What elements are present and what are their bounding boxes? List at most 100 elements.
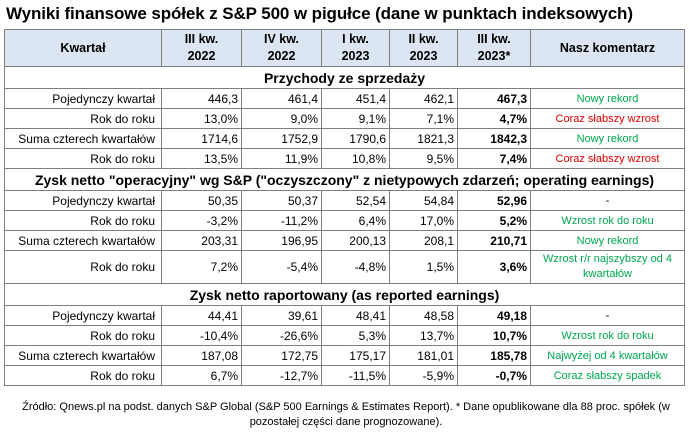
table-row: Pojedynczy kwartał 44,41 39,61 48,41 48,58 49… (4, 305, 685, 326)
value-cell: 7,2% (161, 250, 242, 284)
value-cell: 44,41 (161, 305, 242, 326)
section-header-row: Przychody ze sprzedaży (4, 66, 685, 89)
header-q4: II kw. 2023 (389, 29, 458, 67)
table-row: Rok do roku 13,5% 11,9% 10,8% 9,5% 7,4% Coraz … (4, 148, 685, 169)
value-cell: 1790,6 (321, 128, 390, 149)
comment-cell: Wzrost r/r najszybszy od 4 kwartałów (530, 250, 685, 284)
value-cell: 1842,3 (457, 128, 531, 149)
table-row: Suma czterech kwartałów 1714,6 1752,9 1790,… (4, 128, 685, 149)
table-row: Rok do roku -3,2% -11,2% 6,4% 17,0% 5,2% Wzros… (4, 210, 685, 231)
value-cell: 10,8% (321, 148, 390, 169)
row-label: Rok do roku (4, 325, 162, 346)
value-cell: 175,17 (321, 345, 390, 366)
value-cell: 17,0% (389, 210, 458, 231)
header-q3: I kw. 2023 (321, 29, 390, 67)
row-label: Rok do roku (4, 108, 162, 129)
value-cell: 52,54 (321, 190, 390, 211)
value-cell: 6,7% (161, 365, 242, 386)
comment-cell: Nowy rekord (530, 128, 685, 149)
row-label: Pojedynczy kwartał (4, 190, 162, 211)
table-row: Suma czterech kwartałów 187,08 172,75 175,1… (4, 345, 685, 366)
value-cell: 4,7% (457, 108, 531, 129)
value-cell: 9,1% (321, 108, 390, 129)
table-row: Rok do roku 7,2% -5,4% -4,8% 1,5% 3,6% Wzrost … (4, 250, 685, 284)
value-cell: 200,13 (321, 230, 390, 251)
value-cell: 1,5% (389, 250, 458, 284)
row-label: Rok do roku (4, 250, 162, 284)
value-cell: 185,78 (457, 345, 531, 366)
row-label: Suma czterech kwartałów (4, 128, 162, 149)
table-row: Rok do roku 6,7% -12,7% -11,5% -5,9% -0,7% Cor… (4, 365, 685, 386)
value-cell: 49,18 (457, 305, 531, 326)
comment-cell: Coraz słabszy wzrost (530, 148, 685, 169)
value-cell: -10,4% (161, 325, 242, 346)
value-cell: -0,7% (457, 365, 531, 386)
value-cell: 9,5% (389, 148, 458, 169)
value-cell: 7,1% (389, 108, 458, 129)
comment-cell: Najwyżej od 4 kwartałów (530, 345, 685, 366)
value-cell: 5,2% (457, 210, 531, 231)
section-header-row: Zysk netto raportowany (as reported earn… (4, 283, 685, 306)
row-label: Rok do roku (4, 148, 162, 169)
comment-cell: Nowy rekord (530, 88, 685, 109)
financial-results-table: Kwartał III kw. 2022 IV kw. 2022 I kw. 2023… (4, 29, 685, 386)
header-row: Kwartał III kw. 2022 IV kw. 2022 I kw. 2023… (4, 29, 685, 67)
row-label: Rok do roku (4, 210, 162, 231)
comment-cell: Wzrost rok do roku (530, 325, 685, 346)
footnote: Źródło: Qnews.pl na podst. danych S&P Gl… (22, 401, 670, 428)
value-cell: 181,01 (389, 345, 458, 366)
value-cell: 196,95 (241, 230, 322, 251)
value-cell: 172,75 (241, 345, 322, 366)
section-title: Przychody ze sprzedaży (4, 66, 685, 89)
header-q1: III kw. 2022 (161, 29, 242, 67)
table-row: Pojedynczy kwartał 50,35 50,37 52,54 54,84 52… (4, 190, 685, 211)
value-cell: 6,4% (321, 210, 390, 231)
value-cell: 13,0% (161, 108, 242, 129)
value-cell: -12,7% (241, 365, 322, 386)
value-cell: -5,9% (389, 365, 458, 386)
value-cell: 50,35 (161, 190, 242, 211)
value-cell: 461,4 (241, 88, 322, 109)
value-cell: 451,4 (321, 88, 390, 109)
row-label: Suma czterech kwartałów (4, 230, 162, 251)
value-cell: 446,3 (161, 88, 242, 109)
value-cell: -11,2% (241, 210, 322, 231)
value-cell: 11,9% (241, 148, 322, 169)
value-cell: 9,0% (241, 108, 322, 129)
comment-cell: Coraz słabszy wzrost (530, 108, 685, 129)
value-cell: 13,7% (389, 325, 458, 346)
value-cell: -26,6% (241, 325, 322, 346)
section-header-row: Zysk netto "operacyjny" wg S&P ("oczyszc… (4, 168, 685, 191)
section-title: Zysk netto "operacyjny" wg S&P ("oczyszc… (4, 168, 685, 191)
value-cell: 54,84 (389, 190, 458, 211)
value-cell: 187,08 (161, 345, 242, 366)
comment-cell: Coraz słabszy spadek (530, 365, 685, 386)
value-cell: -4,8% (321, 250, 390, 284)
value-cell: -11,5% (321, 365, 390, 386)
value-cell: 210,71 (457, 230, 531, 251)
header-q5: III kw. 2023* (457, 29, 531, 67)
value-cell: 13,5% (161, 148, 242, 169)
header-kwartal: Kwartał (4, 29, 162, 67)
value-cell: 10,7% (457, 325, 531, 346)
value-cell: 39,61 (241, 305, 322, 326)
value-cell: 48,41 (321, 305, 390, 326)
comment-cell: Wzrost rok do roku (530, 210, 685, 231)
comment-cell: - (530, 190, 685, 211)
value-cell: 48,58 (389, 305, 458, 326)
table-row: Pojedynczy kwartał 446,3 461,4 451,4 462,1 46… (4, 88, 685, 109)
comment-cell: Nowy rekord (530, 230, 685, 251)
comment-cell: - (530, 305, 685, 326)
row-label: Pojedynczy kwartał (4, 305, 162, 326)
value-cell: 462,1 (389, 88, 458, 109)
value-cell: -5,4% (241, 250, 322, 284)
row-label: Pojedynczy kwartał (4, 88, 162, 109)
value-cell: 52,96 (457, 190, 531, 211)
value-cell: 1752,9 (241, 128, 322, 149)
table-row: Rok do roku -10,4% -26,6% 5,3% 13,7% 10,7% Wzr… (4, 325, 685, 346)
row-label: Suma czterech kwartałów (4, 345, 162, 366)
value-cell: 208,1 (389, 230, 458, 251)
table-row: Rok do roku 13,0% 9,0% 9,1% 7,1% 4,7% Coraz sł… (4, 108, 685, 129)
value-cell: 3,6% (457, 250, 531, 284)
value-cell: 7,4% (457, 148, 531, 169)
